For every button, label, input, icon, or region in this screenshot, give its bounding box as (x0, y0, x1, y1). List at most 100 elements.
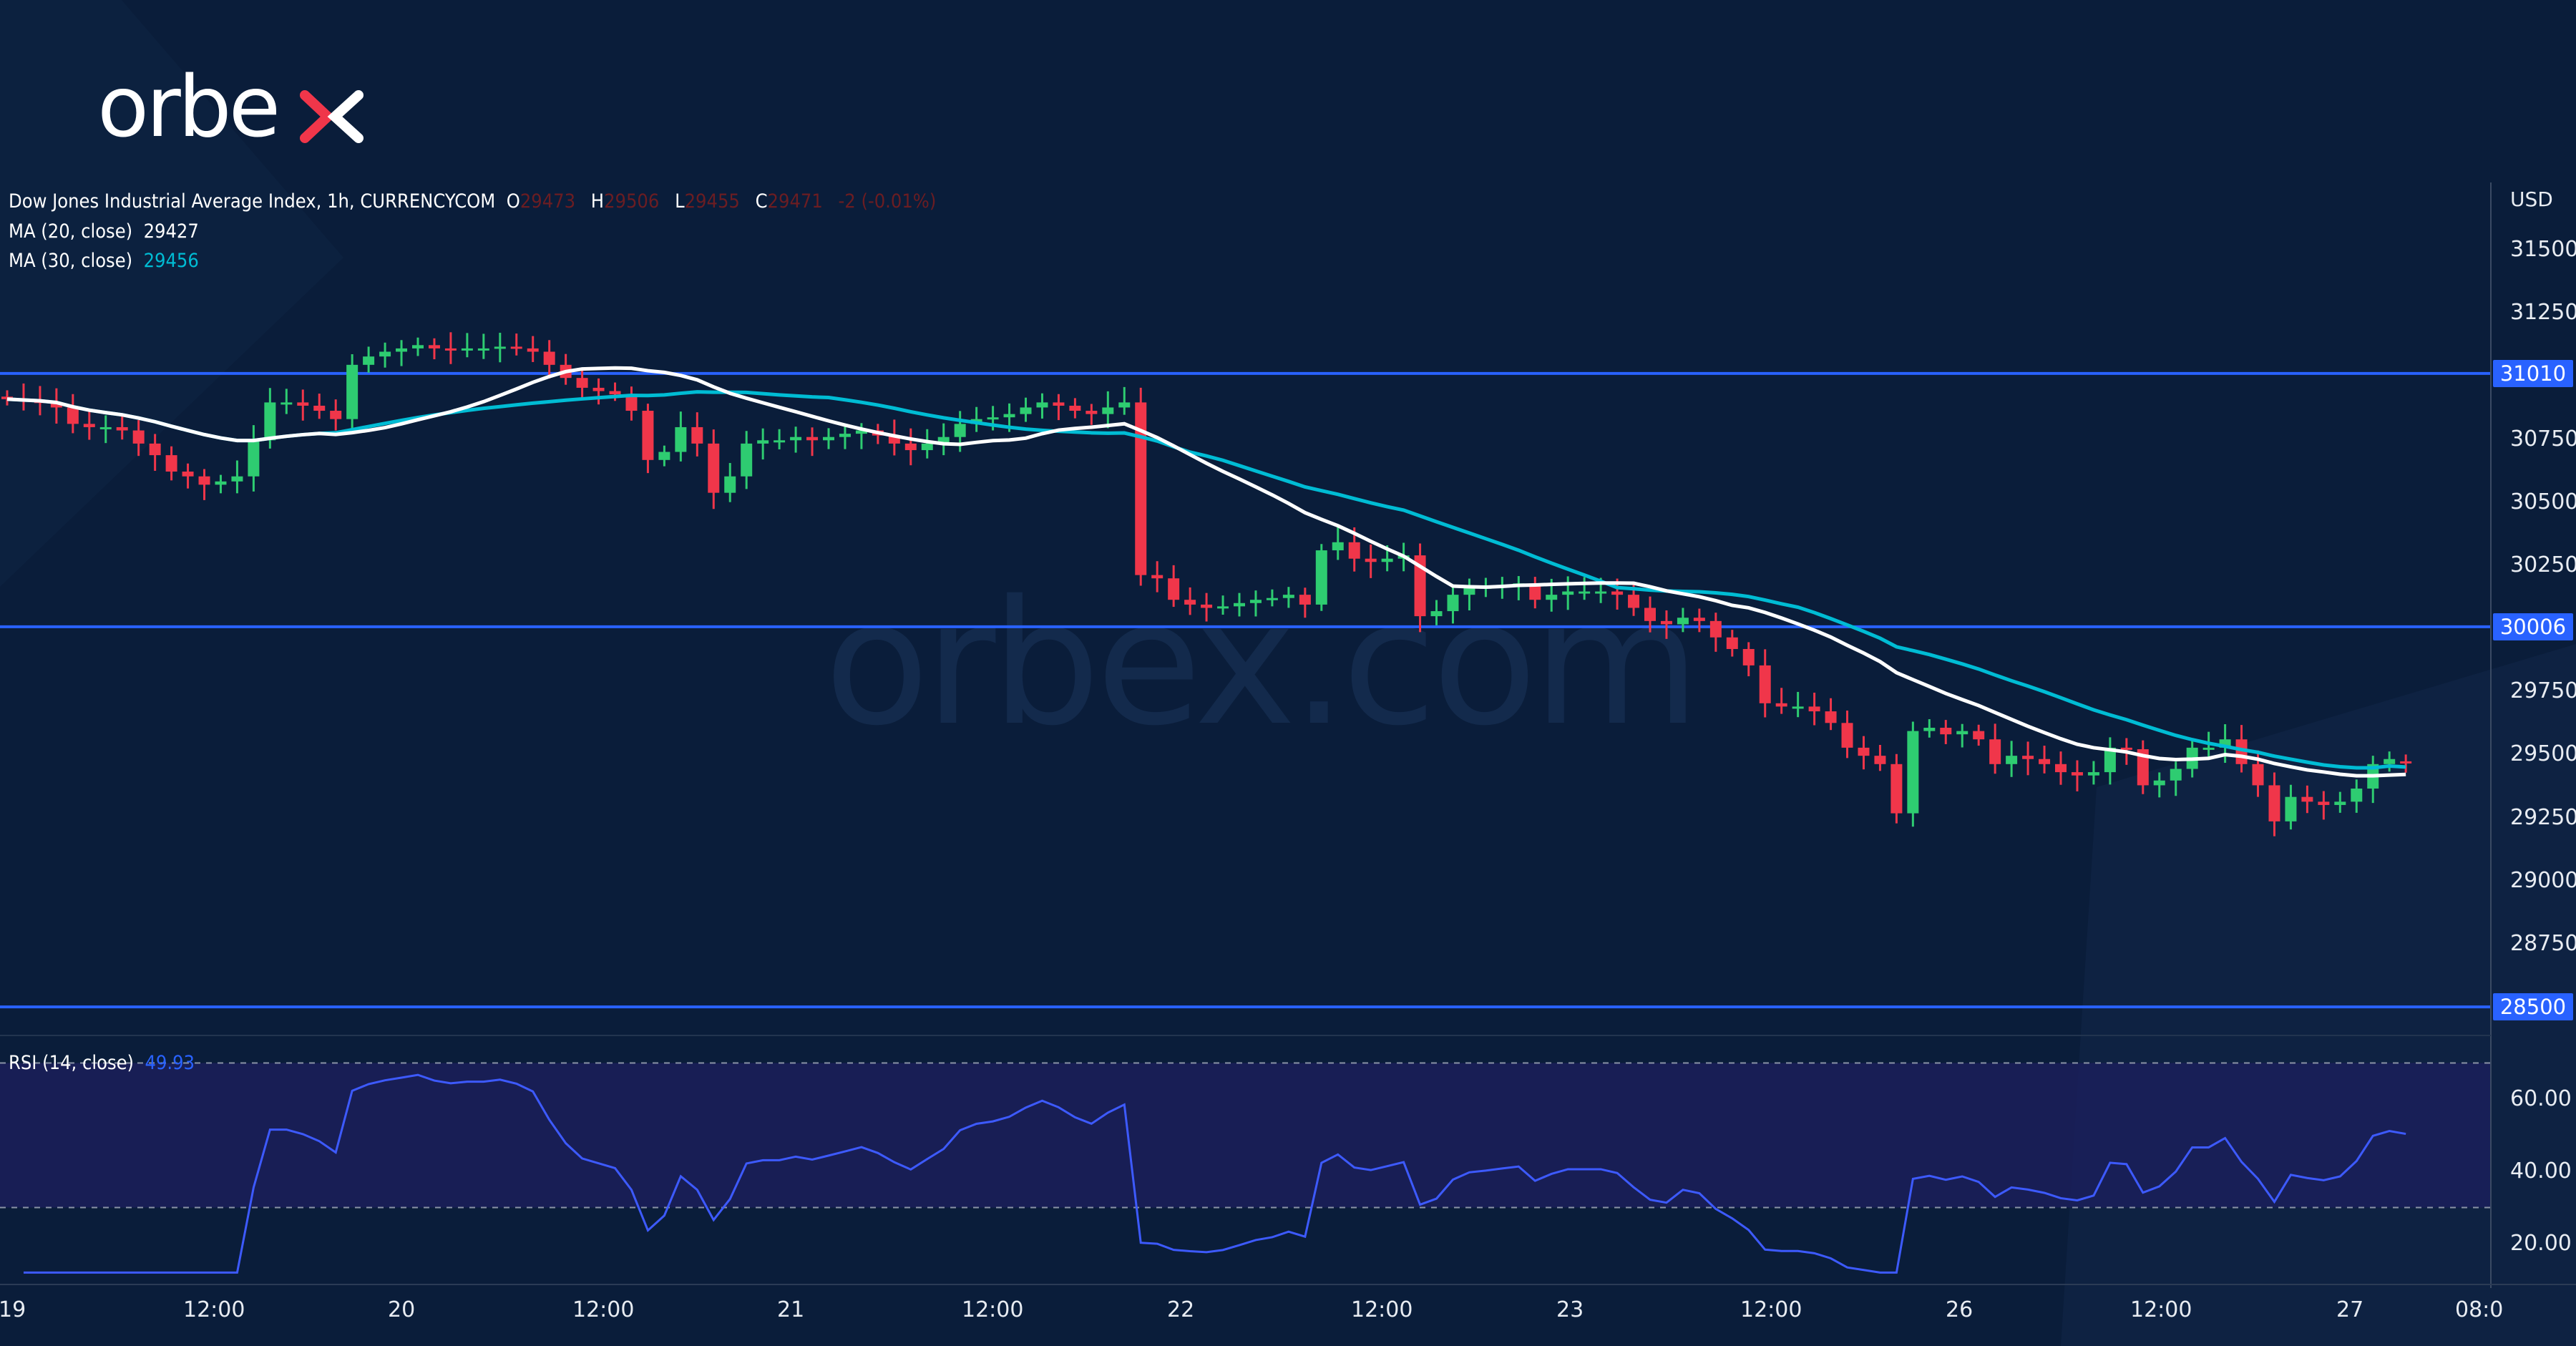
candle-up (1956, 731, 1968, 735)
candle-down (330, 411, 342, 419)
candle-up (741, 443, 753, 477)
candle-up (839, 434, 851, 437)
candle-down (165, 455, 177, 472)
candle-up (99, 426, 112, 429)
candle-down (1973, 731, 1985, 740)
candle-down (625, 394, 638, 411)
ma20-legend[interactable]: MA (20, close) 29427 (9, 220, 199, 243)
candle-down (2055, 764, 2067, 773)
candle-down (1611, 591, 1624, 595)
candle-down (1890, 764, 1903, 814)
candle-down (1529, 583, 1541, 600)
change-value: -2 (-0.01%) (838, 190, 937, 213)
candle-up (954, 424, 966, 437)
time-tick-label: 12:00 (183, 1297, 245, 1322)
rsi-legend[interactable]: RSI (14, close) 49.93 (9, 1052, 195, 1074)
low-value: 29455 (684, 190, 740, 213)
price-tick-label: 29250 (2510, 804, 2576, 830)
level-price-tag: 30006 (2493, 613, 2573, 640)
time-tick-label: 20 (388, 1297, 416, 1322)
candle-down (1348, 542, 1360, 559)
candle-up (855, 430, 867, 434)
candle-down (1085, 411, 1098, 414)
candle-down (1759, 665, 1771, 703)
time-tick-label: 12:00 (2130, 1297, 2192, 1322)
candle-down (1693, 618, 1705, 621)
candle-down (1858, 747, 1870, 756)
price-tick-label: 29750 (2510, 678, 2576, 704)
candle-down (182, 472, 194, 477)
ma30-value: 29456 (143, 250, 199, 272)
candle-up (675, 426, 687, 452)
candle-down (149, 443, 161, 456)
price-tick-label: 30250 (2510, 552, 2576, 577)
candle-down (1644, 608, 1656, 621)
ma30-legend[interactable]: MA (30, close) 29456 (9, 250, 199, 272)
rsi-tick-label: 60.00 (2510, 1086, 2572, 1111)
price-tick-label: 31500 (2510, 237, 2576, 262)
candle-down (1414, 555, 1426, 617)
candle-down (691, 426, 703, 444)
candle-up (790, 437, 802, 441)
svg-text:orbe: orbe (97, 57, 278, 156)
candle-up (1102, 407, 1114, 414)
candle-down (1874, 756, 1886, 764)
candle-up (2219, 739, 2231, 748)
rsi-band (0, 1063, 2491, 1208)
candle-down (888, 435, 900, 444)
candle-down (1775, 703, 1787, 707)
candle-down (1365, 558, 1377, 562)
candle-down (592, 387, 605, 391)
symbol-legend[interactable]: Dow Jones Industrial Average Index, 1h, … (9, 190, 936, 213)
candle-down (1726, 637, 1738, 649)
candle-down (2137, 748, 2149, 786)
currency-label: USD (2510, 187, 2553, 211)
high-label: H (590, 190, 605, 213)
candle-up (2104, 747, 2116, 773)
candle-down (642, 411, 654, 460)
candle-up (1907, 731, 1919, 814)
candle-down (2301, 796, 2313, 802)
time-tick-label: 12:00 (572, 1297, 635, 1322)
candle-down (1808, 706, 1820, 712)
candle-up (1792, 706, 1804, 709)
candle-down (527, 348, 539, 352)
ma20-label: MA (20, close) (9, 220, 133, 243)
price-tick-label: 28750 (2510, 930, 2576, 956)
candle-down (2268, 785, 2280, 821)
candle-up (461, 348, 473, 351)
price-tick-label: 29000 (2510, 867, 2576, 893)
time-tick-label: 23 (1556, 1297, 1584, 1322)
candle-down (198, 476, 210, 485)
candle-up (2334, 801, 2346, 805)
candle-up (1020, 407, 1032, 414)
orbex-logo: orbe (97, 57, 364, 156)
rsi-label: RSI (14, close) (9, 1052, 135, 1074)
candle-down (67, 407, 79, 424)
candle-up (477, 348, 489, 351)
candle-up (248, 440, 260, 477)
symbol-title: Dow Jones Industrial Average Index, 1h, … (9, 190, 496, 213)
candle-up (1036, 402, 1048, 408)
candle-down (50, 402, 62, 408)
ma30-line (6, 390, 2406, 770)
candle-up (2285, 796, 2297, 821)
candle-up (1266, 598, 1278, 600)
candle-up (1118, 402, 1131, 408)
candle-up (1249, 600, 1262, 603)
candle-up (2170, 769, 2182, 781)
price-tick-label: 30750 (2510, 426, 2576, 452)
candle-down (2252, 764, 2264, 786)
candle-down (1069, 405, 1081, 411)
close-value: 29471 (767, 190, 823, 213)
candle-down (1168, 578, 1180, 600)
ma30-label: MA (30, close) (9, 250, 133, 272)
time-tick-label: 22 (1167, 1297, 1195, 1322)
candle-up (363, 356, 375, 365)
time-tick-label: 08:0 (2455, 1297, 2504, 1322)
ma20-value: 29427 (143, 220, 199, 243)
rsi-tick-label: 20.00 (2510, 1231, 2572, 1256)
candle-up (379, 351, 391, 357)
candle-up (1595, 591, 1607, 594)
